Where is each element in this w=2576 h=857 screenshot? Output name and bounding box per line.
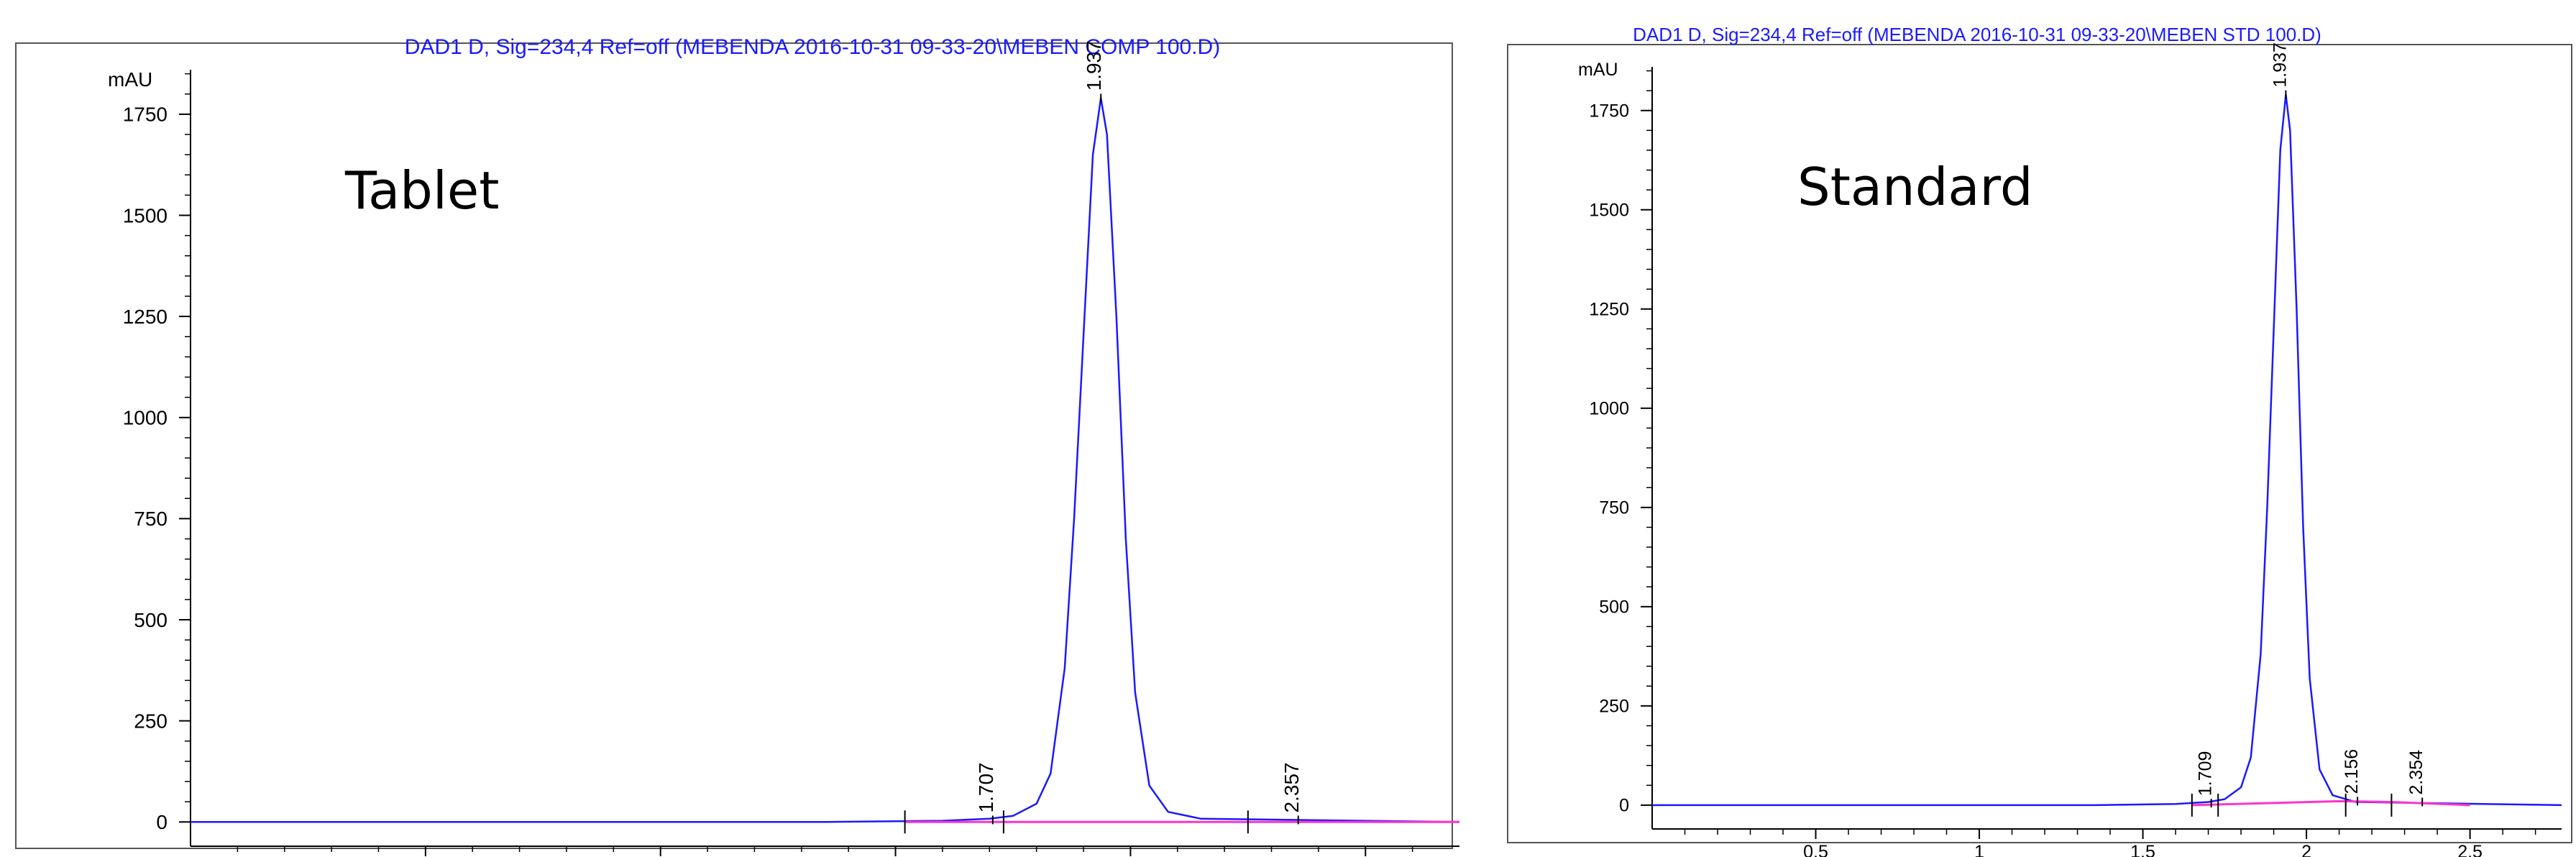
y-tick-label: 750 xyxy=(1599,498,1629,518)
chromatogram-tablet-panel: DAD1 D, Sig=234,4 Ref=off (MEBENDA 2016-… xyxy=(15,35,1459,856)
chromatogram-tablet: DAD1 D, Sig=234,4 Ref=off (MEBENDA 2016-… xyxy=(15,35,1459,856)
peak-retention-label: 1.937 xyxy=(1083,40,1105,91)
y-tick-label: 1750 xyxy=(1589,101,1629,121)
peak-retention-label: 2.156 xyxy=(2342,749,2362,794)
chromatogram-standard: DAD1 D, Sig=234,4 Ref=off (MEBENDA 2016-… xyxy=(1507,24,2572,857)
y-axis-label: mAU xyxy=(1578,60,1618,80)
x-tick-label: 0.5 xyxy=(1803,842,1828,857)
y-tick-label: 0 xyxy=(1619,796,1629,816)
y-tick-label: 750 xyxy=(134,508,168,530)
x-tick-label: 1 xyxy=(1974,842,1984,857)
y-tick-label: 250 xyxy=(134,710,168,732)
peak-retention-label: 1.709 xyxy=(2196,751,2216,797)
sample-annotation: Tablet xyxy=(344,160,499,221)
sample-annotation: Standard xyxy=(1797,157,2033,217)
y-tick-label: 1250 xyxy=(123,306,168,328)
peak-retention-label: 1.937 xyxy=(2270,42,2290,88)
chromatogram-standard-panel: DAD1 D, Sig=234,4 Ref=off (MEBENDA 2016-… xyxy=(1488,0,2576,857)
y-tick-label: 1000 xyxy=(123,407,168,429)
peak-retention-label: 2.354 xyxy=(2406,750,2426,795)
chart-title: DAD1 D, Sig=234,4 Ref=off (MEBENDA 2016-… xyxy=(405,35,1220,59)
chart-frame xyxy=(1507,44,2572,843)
y-tick-label: 1250 xyxy=(1589,300,1629,320)
x-tick-label: 2 xyxy=(2301,842,2311,857)
peak-retention-label: 1.707 xyxy=(975,762,997,812)
chart-frame xyxy=(15,42,1453,849)
y-tick-label: 1500 xyxy=(123,204,168,226)
y-tick-label: 1500 xyxy=(1589,201,1629,221)
y-tick-label: 1000 xyxy=(1589,399,1629,419)
y-tick-label: 0 xyxy=(156,811,168,833)
signal-trace xyxy=(1652,93,2562,807)
chart-title: DAD1 D, Sig=234,4 Ref=off (MEBENDA 2016-… xyxy=(1633,24,2321,45)
integration-baseline xyxy=(2191,799,2470,807)
y-tick-label: 250 xyxy=(1599,697,1629,717)
y-axis-label: mAU xyxy=(108,68,152,91)
y-tick-label: 500 xyxy=(134,609,168,631)
y-tick-label: 1750 xyxy=(123,104,168,126)
peak-retention-label: 2.357 xyxy=(1280,762,1303,812)
x-tick-label: 1.5 xyxy=(2130,842,2155,857)
y-tick-label: 500 xyxy=(1599,597,1629,618)
x-tick-label: 2.5 xyxy=(2457,842,2483,857)
